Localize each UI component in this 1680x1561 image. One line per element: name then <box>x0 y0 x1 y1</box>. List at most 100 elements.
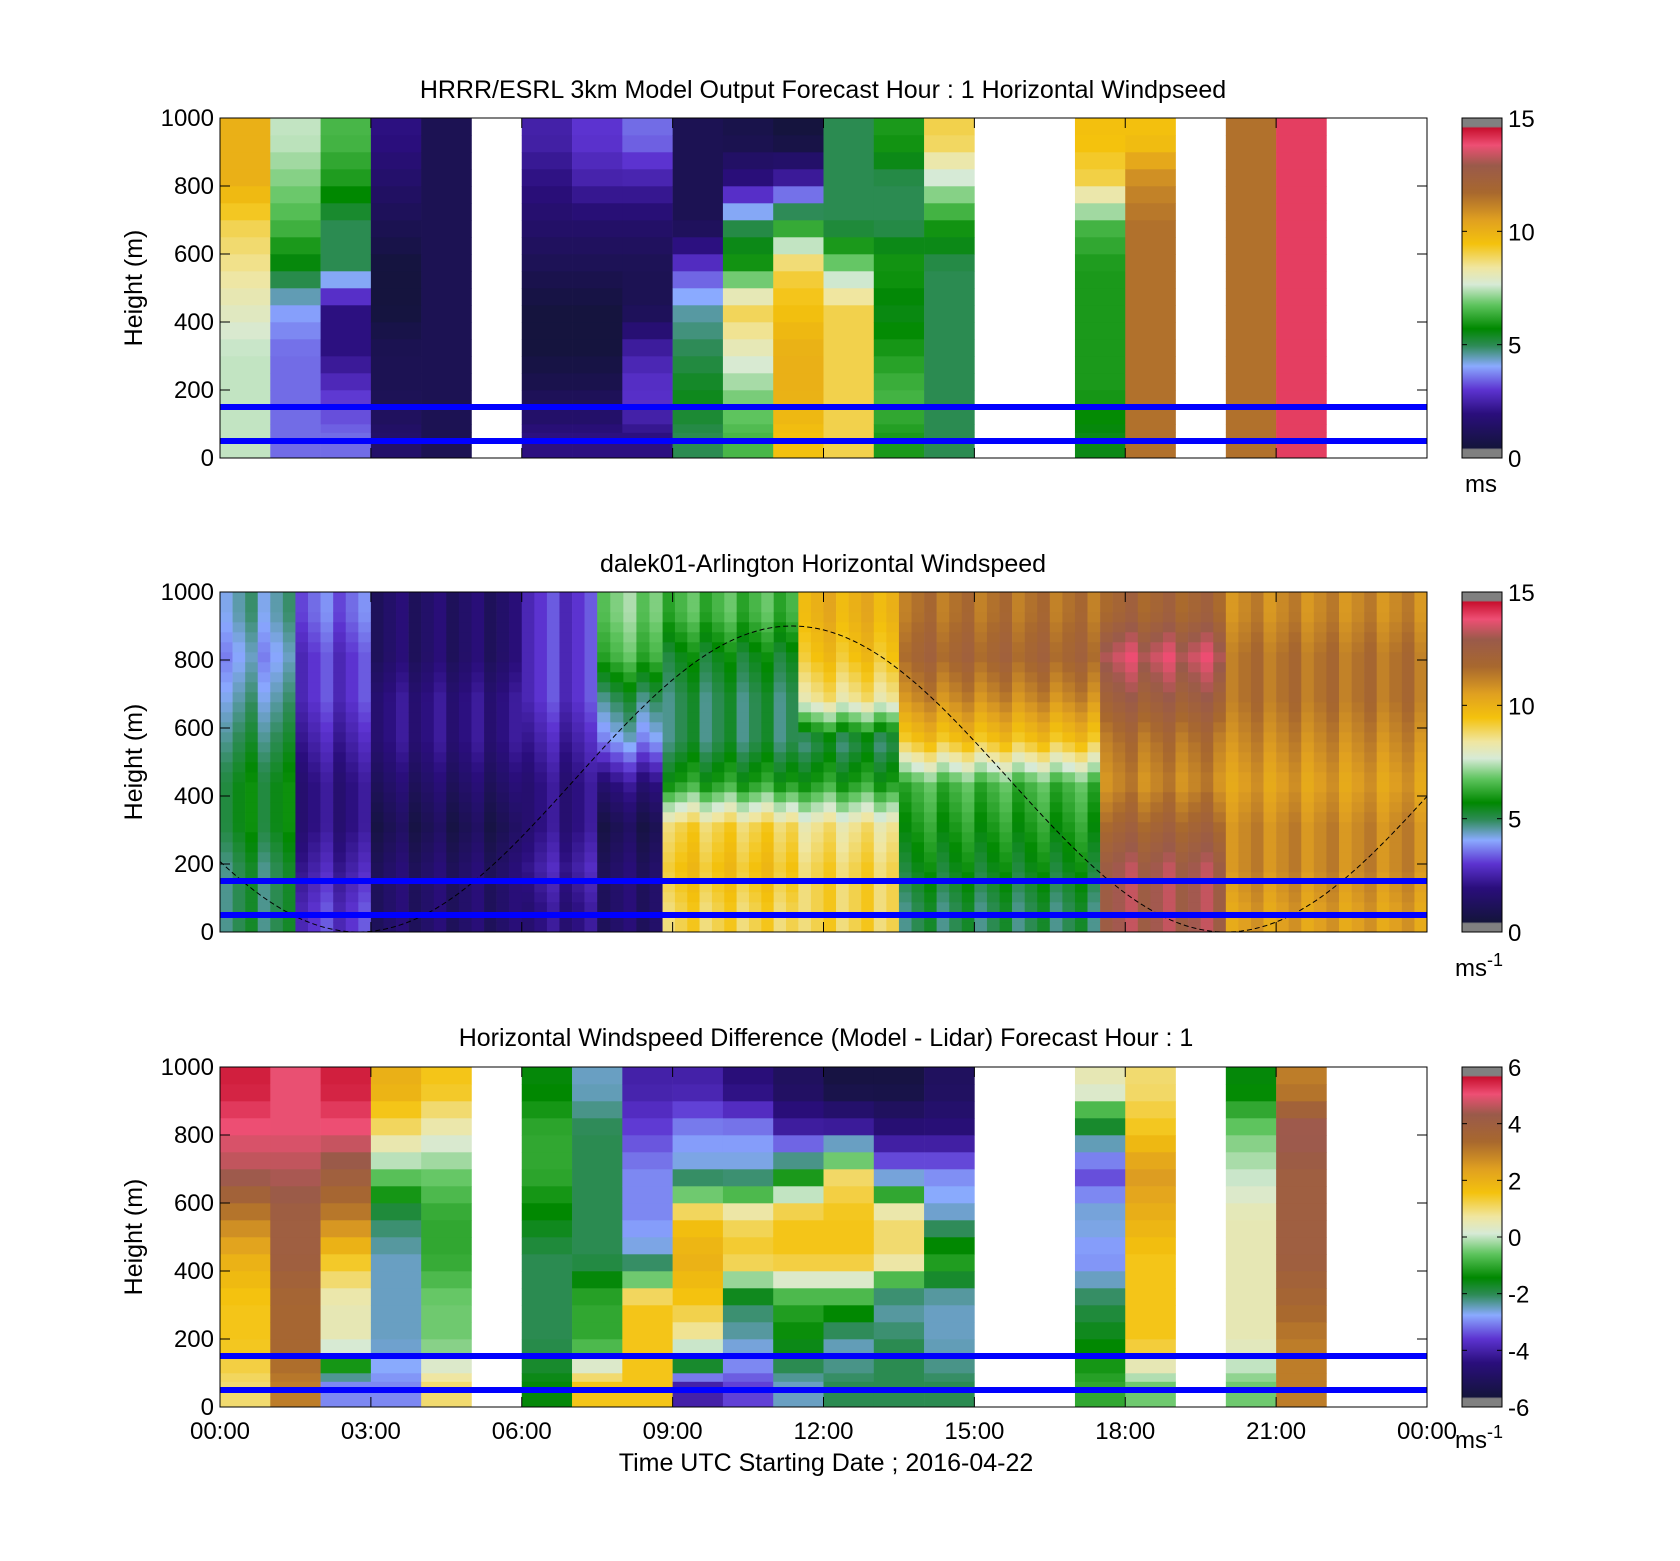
heatmap-cell <box>496 742 510 753</box>
heatmap-cell <box>836 762 849 773</box>
heatmap-cell <box>674 852 688 863</box>
heatmap-cell <box>1225 622 1239 633</box>
heatmap-cell <box>220 812 233 823</box>
heatmap-cell <box>433 602 447 613</box>
heatmap-cell <box>546 672 560 683</box>
heatmap-cell <box>320 220 372 238</box>
heatmap-cell <box>924 1381 975 1391</box>
heatmap-cell <box>873 254 925 272</box>
heatmap-cell <box>370 642 384 653</box>
heatmap-cell <box>1175 592 1189 603</box>
heatmap-cell <box>484 862 497 873</box>
heatmap-cell <box>521 254 573 272</box>
heatmap-cell <box>986 782 1000 793</box>
heatmap-cell <box>623 662 637 673</box>
heatmap-cell <box>282 732 296 743</box>
heatmap-cell <box>471 802 485 813</box>
heatmap-cell <box>421 622 435 633</box>
heatmap-cell <box>572 288 623 306</box>
heatmap-cell <box>572 702 585 713</box>
heatmap-cell <box>1263 712 1277 723</box>
heatmap-cell <box>1238 732 1252 743</box>
heatmap-cell <box>1313 592 1327 603</box>
heatmap-cell <box>649 672 663 683</box>
heatmap-cell <box>1125 882 1139 893</box>
heatmap-cell <box>496 782 510 793</box>
heatmap-cell <box>1125 407 1176 425</box>
heatmap-cell <box>572 622 585 633</box>
heatmap-cell <box>1100 732 1113 743</box>
heatmap-cell <box>220 1084 271 1102</box>
heatmap-cell <box>1238 642 1252 653</box>
heatmap-cell <box>1100 742 1113 753</box>
heatmap-cell <box>911 752 925 763</box>
heatmap-cell <box>597 592 611 603</box>
heatmap-cell <box>873 1220 925 1238</box>
heatmap-cell <box>270 662 284 673</box>
heatmap-cell <box>1087 842 1101 853</box>
heatmap-cell <box>674 752 688 763</box>
heatmap-cell <box>1301 922 1315 933</box>
heatmap-cell <box>1313 782 1327 793</box>
heatmap-cell <box>999 682 1013 693</box>
heatmap-cell <box>333 712 347 723</box>
heatmap-cell <box>521 432 573 442</box>
heatmap-cell <box>1137 672 1151 683</box>
heatmap-cell <box>623 642 637 653</box>
heatmap-cell <box>383 732 397 743</box>
heatmap-cell <box>810 712 824 723</box>
heatmap-cell <box>320 902 334 913</box>
heatmap-cell <box>1401 752 1415 763</box>
heatmap-cell <box>1024 832 1038 843</box>
heatmap-cell <box>370 1101 422 1119</box>
heatmap-cell <box>736 682 750 693</box>
heatmap-cell <box>911 772 925 783</box>
heatmap-cell <box>1162 902 1176 913</box>
heatmap-cell <box>345 632 359 643</box>
heatmap-cell <box>496 602 510 613</box>
heatmap-cell <box>270 732 284 743</box>
heatmap-cell <box>220 832 233 843</box>
heatmap-cell <box>383 802 397 813</box>
heatmap-cell <box>232 872 246 883</box>
heatmap-cell <box>559 892 573 903</box>
heatmap-cell <box>1351 632 1365 643</box>
heatmap-cell <box>1401 922 1415 933</box>
heatmap-cell <box>911 762 925 773</box>
heatmap-cell <box>1162 692 1176 703</box>
heatmap-cell <box>699 612 713 623</box>
heatmap-cell <box>572 1271 623 1289</box>
heatmap-cell <box>509 632 523 643</box>
heatmap-cell <box>572 722 585 733</box>
heatmap-cell <box>936 742 950 753</box>
heatmap-cell <box>270 1322 321 1340</box>
heatmap-cell <box>936 772 950 783</box>
heatmap-cell <box>584 602 598 613</box>
heatmap-cell <box>383 772 397 783</box>
heatmap-cell <box>823 271 875 289</box>
heatmap-cell <box>245 792 259 803</box>
heatmap-cell <box>1125 632 1139 643</box>
heatmap-cell <box>521 441 573 449</box>
heatmap-cell <box>408 922 422 933</box>
heatmap-cell <box>699 702 713 713</box>
heatmap-cell <box>521 702 535 713</box>
heatmap-cell <box>761 812 774 823</box>
heatmap-cell <box>687 592 700 603</box>
heatmap-cell <box>836 622 849 633</box>
heatmap-cell <box>358 762 372 773</box>
heatmap-cell <box>521 186 573 204</box>
heatmap-cell <box>521 862 535 873</box>
heatmap-cell <box>509 872 523 883</box>
heatmap-cell <box>1288 802 1302 813</box>
heatmap-cell <box>597 852 611 863</box>
heatmap-cell <box>220 356 271 374</box>
heatmap-cell <box>1414 752 1428 763</box>
heatmap-cell <box>622 1339 673 1357</box>
heatmap-cell <box>861 762 875 773</box>
heatmap-cell <box>848 822 862 833</box>
heatmap-cell <box>1200 712 1214 723</box>
heatmap-cell <box>848 702 862 713</box>
heatmap-cell <box>220 802 233 813</box>
heatmap-cell <box>270 892 284 903</box>
